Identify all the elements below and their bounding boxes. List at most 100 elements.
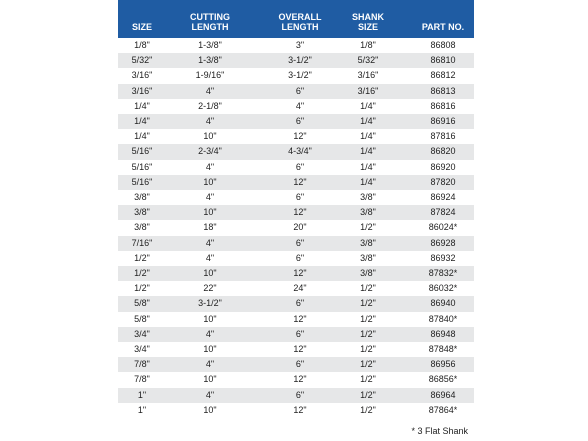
table-cell: 4"	[205, 237, 215, 248]
table-row: 1/8" 1-3/8" 3" 1/8" 86808	[118, 38, 474, 54]
table-cell: 10"	[203, 268, 217, 278]
table-cell: 3/8"	[360, 252, 376, 263]
table-cell: 4"	[205, 328, 215, 339]
table-cell: 1"	[137, 404, 147, 415]
table-cell: 12"	[293, 131, 307, 142]
table-cell: 6"	[295, 252, 305, 263]
table-cell: 5/16"	[131, 176, 153, 187]
table-cell: 6"	[295, 161, 305, 172]
table-row: 7/16" 4" 6" 3/8" 86928	[118, 235, 474, 251]
table-cell: 87820	[430, 176, 456, 187]
header-line: SHANK	[351, 12, 385, 22]
table-cell: 1/2"	[360, 359, 376, 370]
table-row: 7/8" 10" 12" 1/2" 86856*	[118, 372, 474, 388]
table-header: SIZE CUTTING LENGTH OVERALL LENGTH SHANK SIZE P…	[118, 0, 474, 38]
table-cell: 1/2"	[134, 268, 150, 278]
table-cell: 86916	[430, 116, 456, 126]
table-cell: 1/2"	[360, 389, 376, 400]
table-cell: 3/16"	[357, 85, 379, 96]
table-cell: 3/8"	[134, 222, 150, 233]
table-cell: 4"	[295, 100, 305, 111]
table-cell: 86924	[430, 192, 456, 202]
table-row: 5/32" 1-3/8" 3-1/2" 5/32" 86810	[118, 53, 474, 69]
table-cell: 4"	[205, 252, 215, 263]
table-cell: 3-1/2"	[198, 298, 222, 309]
table-row: 3/4" 4" 6" 1/2" 86948	[118, 326, 474, 342]
table-cell: 86964	[430, 389, 456, 400]
table-row: 3/8" 10" 12" 3/8" 87824	[118, 205, 474, 221]
header-line: PART NO.	[421, 22, 465, 32]
table-cell: 86940	[430, 298, 456, 309]
table-cell: 10"	[203, 176, 217, 187]
table-row: 1/4" 2-1/8" 4" 1/4" 86816	[118, 98, 474, 114]
table-cell: 87824	[430, 207, 456, 218]
table-cell: 1-9/16"	[195, 70, 225, 81]
table-cell: 4-3/4"	[288, 146, 312, 157]
table-cell: 4"	[205, 359, 215, 370]
table-cell: 1/4"	[360, 161, 376, 172]
table-cell: 5/32"	[357, 55, 379, 66]
table-cell: 86820	[430, 146, 456, 157]
header-line: CUTTING	[190, 12, 230, 22]
header-line: LENGTH	[281, 22, 319, 32]
table-cell: 86856*	[428, 374, 458, 385]
table-cell: 1/2"	[360, 404, 376, 415]
table-cell: 7/16"	[131, 237, 153, 248]
table-cell: 5/16"	[131, 161, 153, 172]
table-cell: 86928	[430, 237, 456, 248]
table-cell: 3-1/2"	[288, 55, 312, 66]
table-cell: 6"	[295, 359, 305, 370]
table-cell: 6"	[295, 85, 305, 96]
table-cell: 12"	[293, 268, 307, 278]
footnote: * 3 Flat Shank	[411, 426, 468, 436]
table-cell: 10"	[203, 374, 217, 385]
table-cell: 86032*	[428, 283, 458, 294]
header-line: LENGTH	[191, 22, 229, 32]
table-cell: 1/2"	[360, 328, 376, 339]
table-row: 3/16" 1-9/16" 3-1/2" 3/16" 86812	[118, 68, 474, 84]
table-cell: 12"	[293, 207, 307, 218]
table-cell: 4"	[205, 116, 215, 126]
table-row: 1" 4" 6" 1/2" 86964	[118, 387, 474, 403]
table-cell: 4"	[205, 192, 215, 202]
header-cell: CUTTING LENGTH	[190, 12, 230, 32]
table-cell: 7/8"	[134, 359, 150, 370]
table-cell: 6"	[295, 192, 305, 202]
table-row: 1/4" 4" 6" 1/4" 86916	[118, 114, 474, 130]
table-row: 1/4" 10" 12" 1/4" 87816	[118, 129, 474, 145]
table-row: 1/2" 4" 6" 3/8" 86932	[118, 250, 474, 266]
table-cell: 1/2"	[360, 298, 376, 309]
table-cell: 1/4"	[360, 131, 376, 142]
table-cell: 87832*	[428, 268, 458, 278]
table-row: 1/2" 10" 12" 3/8" 87832*	[118, 266, 474, 282]
table-cell: 1/2"	[134, 252, 150, 263]
table-row: 1/2" 22" 24" 1/2" 86032*	[118, 281, 474, 297]
table-cell: 3/8"	[134, 207, 150, 218]
table-cell: 3/8"	[360, 192, 376, 202]
table-cell: 1/2"	[360, 222, 376, 233]
table-cell: 2-3/4"	[198, 146, 222, 157]
table-cell: 5/8"	[134, 298, 150, 309]
table-cell: 3-1/2"	[288, 70, 312, 81]
table-cell: 86816	[430, 100, 456, 111]
table-cell: 4"	[205, 85, 215, 96]
table-cell: 12"	[293, 404, 307, 415]
table-cell: 86810	[430, 55, 456, 66]
table-cell: 3/16"	[131, 70, 153, 81]
table-cell: 10"	[203, 344, 217, 354]
table-cell: 6"	[295, 389, 305, 400]
table-row: 5/16" 4" 6" 1/4" 86920	[118, 159, 474, 175]
table-cell: 20"	[293, 222, 307, 233]
table-cell: 86808	[430, 40, 456, 50]
table-cell: 86948	[430, 328, 456, 339]
table-cell: 12"	[293, 344, 307, 354]
table-cell: 87840*	[428, 313, 458, 324]
table-cell: 12"	[293, 176, 307, 187]
table-cell: 1/4"	[360, 100, 376, 111]
table-cell: 3/4"	[134, 328, 150, 339]
header-line: SIZE	[131, 22, 153, 32]
table-cell: 10"	[203, 131, 217, 142]
table-row: 5/16" 10" 12" 1/4" 87820	[118, 174, 474, 190]
table-row: 3/8" 18" 20" 1/2" 86024*	[118, 220, 474, 236]
